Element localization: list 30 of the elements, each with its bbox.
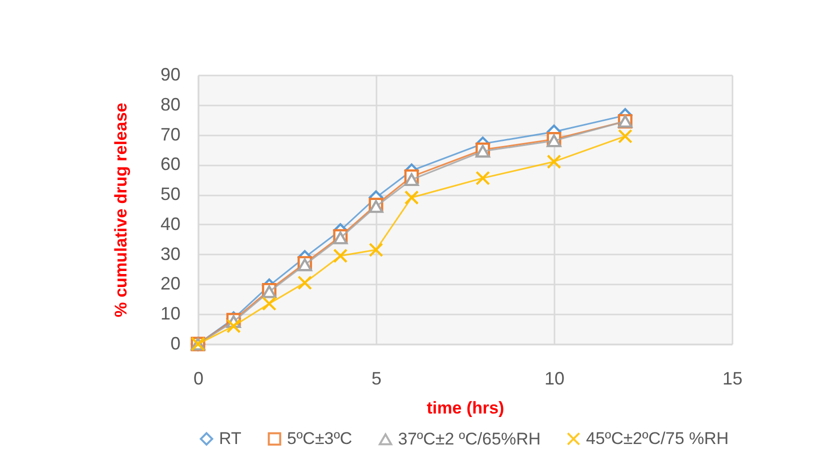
legend-label: RT (219, 428, 242, 448)
y-tick-label: 20 (160, 274, 180, 294)
x-tick-label: 10 (544, 368, 565, 388)
point (333, 248, 348, 264)
legend-label: 45ºC±2ºC/75 %RH (586, 428, 729, 448)
x-tick-label: 0 (193, 368, 204, 388)
y-tick-label: 50 (160, 184, 180, 204)
y-tick-label: 80 (160, 94, 180, 114)
y-tick-label: 40 (160, 214, 180, 234)
y-tick-label: 70 (160, 124, 180, 144)
x-tick-label: 15 (722, 368, 743, 388)
y-tick-label: 60 (160, 154, 180, 174)
point (476, 170, 490, 186)
point (262, 296, 276, 311)
point (226, 318, 241, 334)
y-tick-label: 90 (160, 64, 180, 84)
y-tick-label: 0 (170, 334, 180, 354)
point (298, 276, 312, 290)
point (404, 190, 419, 205)
x-axis-title: time (hrs) (426, 398, 504, 418)
x-tick-label: 5 (371, 368, 382, 388)
legend-label: 37ºC±2 ºC/65%RH (398, 429, 541, 448)
y-tick-label: 30 (160, 244, 180, 264)
point (546, 154, 562, 169)
y-axis-title: % cumulative drug release (111, 102, 130, 318)
point (618, 129, 632, 144)
y-tick-label: 10 (160, 304, 180, 324)
point (404, 173, 419, 186)
legend-label: 5ºC±3ºC (287, 428, 352, 448)
point (368, 242, 384, 258)
